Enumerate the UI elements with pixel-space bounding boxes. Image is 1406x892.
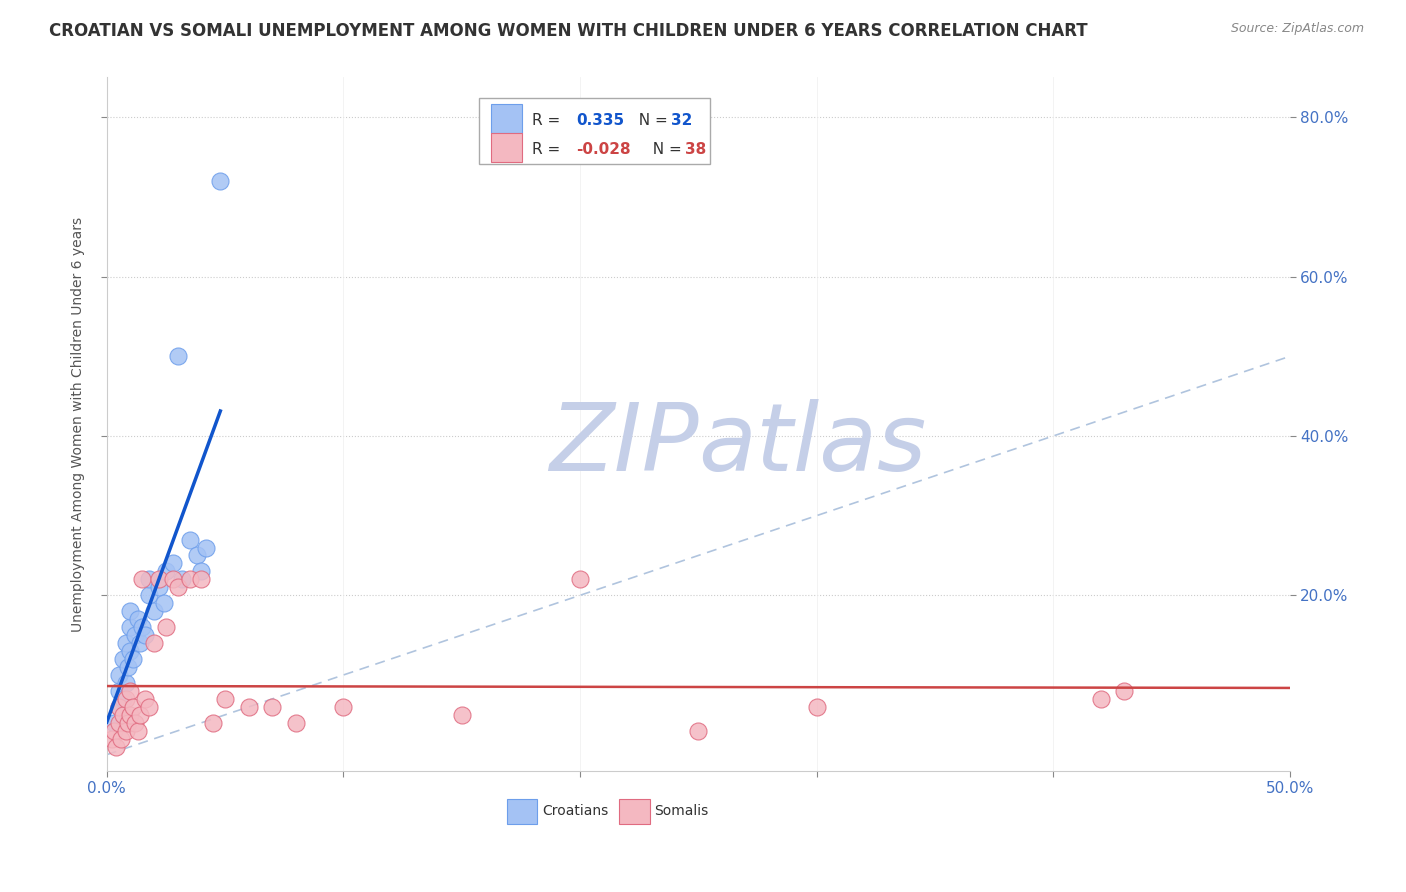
Text: 32: 32	[671, 113, 693, 128]
Point	[124, 628, 146, 642]
Text: 0.335: 0.335	[576, 113, 624, 128]
Point	[131, 573, 153, 587]
Point	[186, 549, 208, 563]
Point	[131, 620, 153, 634]
Point	[107, 699, 129, 714]
Point	[117, 715, 139, 730]
Point	[127, 723, 149, 738]
Point	[172, 573, 194, 587]
Text: Somalis: Somalis	[655, 805, 709, 819]
Point	[162, 557, 184, 571]
Point	[107, 668, 129, 682]
FancyBboxPatch shape	[491, 103, 522, 133]
Point	[148, 573, 170, 587]
Point	[120, 684, 142, 698]
Point	[112, 692, 135, 706]
Point	[332, 699, 354, 714]
Text: R =: R =	[531, 113, 565, 128]
Point	[112, 707, 135, 722]
Point	[120, 707, 142, 722]
Point	[148, 580, 170, 594]
Point	[127, 612, 149, 626]
Point	[114, 676, 136, 690]
Text: R =: R =	[531, 142, 565, 157]
Point	[143, 636, 166, 650]
Point	[152, 596, 174, 610]
Y-axis label: Unemployment Among Women with Children Under 6 years: Unemployment Among Women with Children U…	[72, 217, 86, 632]
Point	[262, 699, 284, 714]
Point	[103, 723, 125, 738]
Point	[128, 707, 150, 722]
Text: N =: N =	[628, 113, 672, 128]
Point	[112, 652, 135, 666]
Point	[114, 692, 136, 706]
Point	[1090, 692, 1112, 706]
Text: atlas: atlas	[699, 400, 927, 491]
Point	[117, 660, 139, 674]
Point	[806, 699, 828, 714]
FancyBboxPatch shape	[619, 799, 650, 824]
Point	[138, 588, 160, 602]
Point	[1114, 684, 1136, 698]
Point	[209, 174, 232, 188]
Point	[688, 723, 710, 738]
Point	[285, 715, 308, 730]
Point	[179, 533, 201, 547]
Text: Source: ZipAtlas.com: Source: ZipAtlas.com	[1230, 22, 1364, 36]
Point	[100, 731, 122, 746]
Point	[166, 580, 188, 594]
Point	[179, 573, 201, 587]
Point	[162, 573, 184, 587]
Point	[110, 731, 132, 746]
Point	[155, 620, 177, 634]
Point	[128, 636, 150, 650]
Point	[107, 684, 129, 698]
Point	[190, 565, 212, 579]
Point	[107, 715, 129, 730]
Point	[121, 652, 143, 666]
Point	[105, 739, 128, 754]
Point	[138, 573, 160, 587]
Point	[195, 541, 218, 555]
Point	[124, 715, 146, 730]
Point	[114, 723, 136, 738]
Point	[238, 699, 260, 714]
Text: 38: 38	[685, 142, 707, 157]
Point	[134, 628, 156, 642]
Point	[120, 644, 142, 658]
Point	[190, 573, 212, 587]
Text: ZIP: ZIP	[548, 400, 699, 491]
Point	[134, 692, 156, 706]
Point	[121, 699, 143, 714]
Point	[166, 349, 188, 363]
Point	[155, 565, 177, 579]
Text: CROATIAN VS SOMALI UNEMPLOYMENT AMONG WOMEN WITH CHILDREN UNDER 6 YEARS CORRELAT: CROATIAN VS SOMALI UNEMPLOYMENT AMONG WO…	[49, 22, 1088, 40]
Point	[114, 636, 136, 650]
Text: Croatians: Croatians	[543, 805, 609, 819]
Point	[120, 620, 142, 634]
Point	[103, 715, 125, 730]
Point	[569, 573, 592, 587]
Point	[107, 699, 129, 714]
Point	[214, 692, 236, 706]
Text: N =: N =	[643, 142, 686, 157]
Point	[143, 604, 166, 618]
FancyBboxPatch shape	[491, 133, 522, 162]
Point	[138, 699, 160, 714]
Point	[450, 707, 472, 722]
Text: -0.028: -0.028	[576, 142, 631, 157]
Point	[202, 715, 225, 730]
Point	[120, 604, 142, 618]
FancyBboxPatch shape	[479, 98, 710, 164]
FancyBboxPatch shape	[506, 799, 537, 824]
